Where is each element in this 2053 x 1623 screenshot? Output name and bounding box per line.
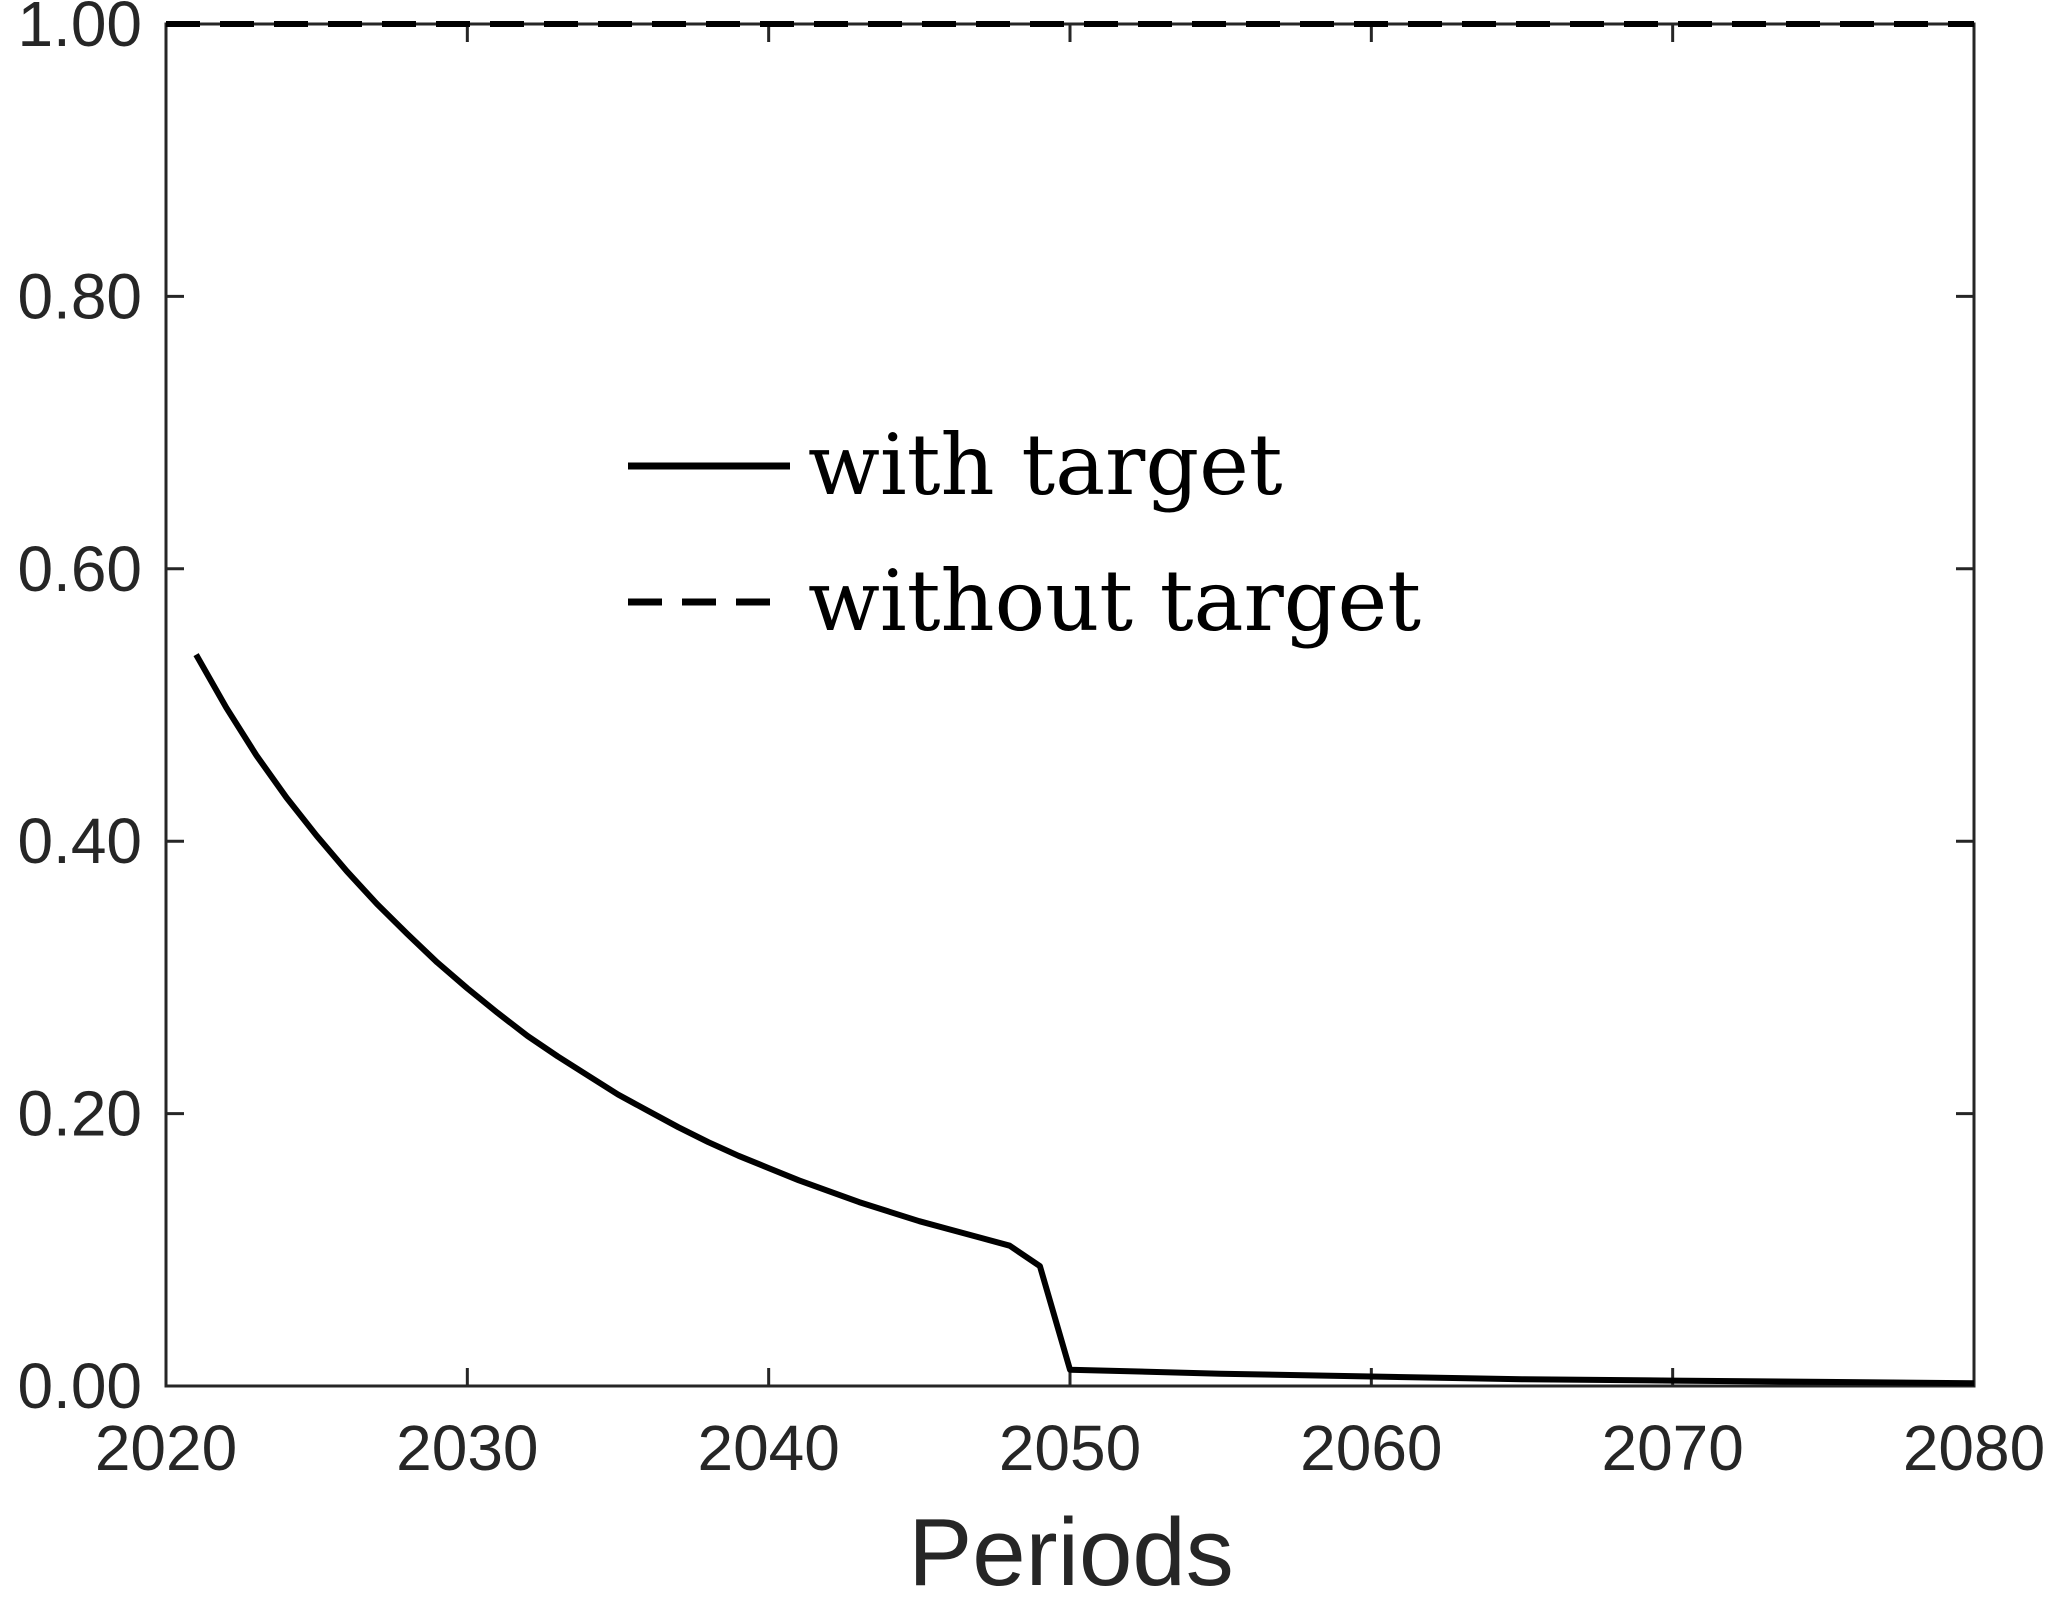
x-tick-label: 2060 xyxy=(1300,1412,1442,1484)
legend-label-without-target: without target xyxy=(808,552,1421,650)
y-tick-label: 0.80 xyxy=(17,260,142,332)
series-line-with-target xyxy=(193,653,1975,1387)
y-tick-label: 0.60 xyxy=(17,533,142,605)
x-tick-label: 2050 xyxy=(999,1412,1141,1484)
x-tick-labels: 2020 2030 2040 2050 2060 2070 2080 xyxy=(95,1412,2045,1484)
x-tick-label: 2070 xyxy=(1601,1412,1743,1484)
y-tick-label: 1.00 xyxy=(17,0,142,60)
plot-area xyxy=(164,22,1976,1388)
legend-label-with-target: with target xyxy=(808,416,1283,514)
legend: with target without target xyxy=(628,416,1421,650)
x-tick-label: 2040 xyxy=(697,1412,839,1484)
x-tick-label: 2080 xyxy=(1903,1412,2045,1484)
y-tick-label: 0.00 xyxy=(17,1350,142,1422)
y-tick-labels: 0.00 0.20 0.40 0.60 0.80 1.00 xyxy=(17,0,142,1422)
y-tick-label: 0.40 xyxy=(17,805,142,877)
x-axis-title: Periods xyxy=(908,1499,1234,1606)
x-tick-label: 2020 xyxy=(95,1412,237,1484)
series-layer xyxy=(166,21,1975,1387)
y-tick-label: 0.20 xyxy=(17,1078,142,1150)
x-tick-label: 2030 xyxy=(396,1412,538,1484)
